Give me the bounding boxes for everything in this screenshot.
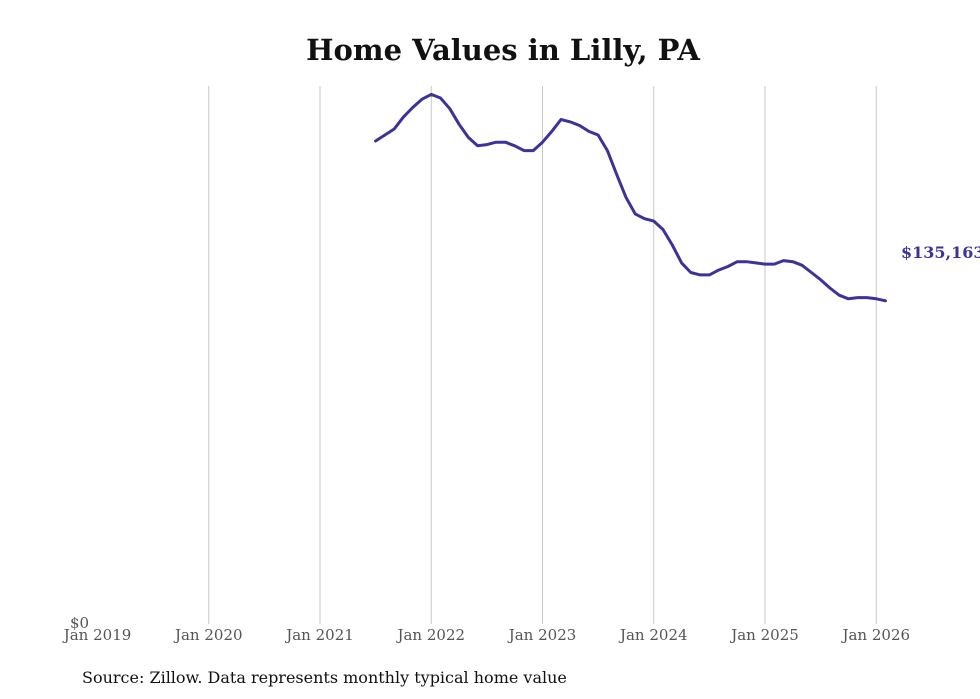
x-tick-label: Jan 2020 xyxy=(173,626,243,644)
y-axis-zero-label: $0 xyxy=(70,614,89,632)
x-tick-label: Jan 2023 xyxy=(507,626,577,644)
x-tick-label: Jan 2025 xyxy=(729,626,799,644)
chart-title: Home Values in Lilly, PA xyxy=(306,33,700,67)
source-note: Source: Zillow. Data represents monthly … xyxy=(82,668,567,687)
grid-lines xyxy=(208,86,877,624)
x-axis-ticks: Jan 2019 Jan 2020 Jan 2021 Jan 2022 Jan 2023… xyxy=(62,626,910,644)
x-tick-label: Jan 2022 xyxy=(395,626,465,644)
x-tick-label: Jan 2019 xyxy=(62,626,132,644)
x-tick-label: Jan 2024 xyxy=(618,626,688,644)
x-tick-label: Jan 2021 xyxy=(284,626,354,644)
x-tick-label: Jan 2026 xyxy=(840,626,910,644)
home-value-line xyxy=(374,92,887,303)
latest-value-label: $135,163 xyxy=(901,243,980,262)
